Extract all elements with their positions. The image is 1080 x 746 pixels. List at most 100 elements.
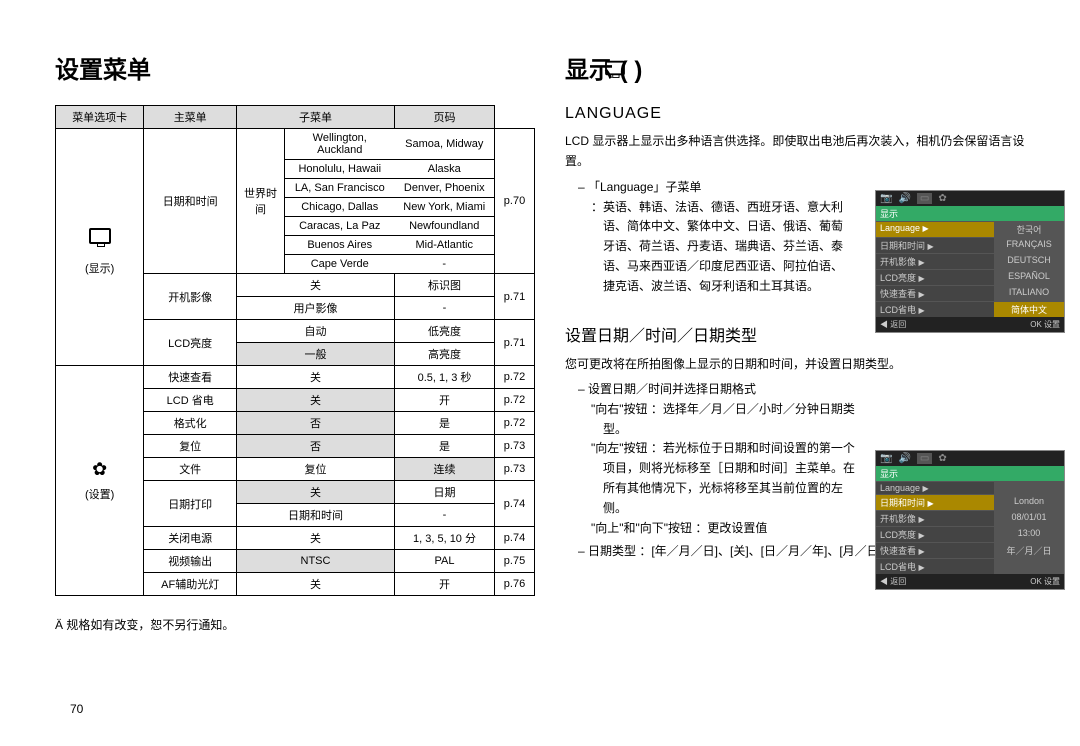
cell: 关: [237, 389, 395, 412]
cell-page: p.71: [495, 320, 535, 366]
language-para: LCD 显示器上显示出多种语言供选择。即使取出电池后再次装入，相机仍会保留语言设…: [565, 131, 1035, 172]
footnote: Ä 规格如有改变，恕不另行通知。: [55, 616, 535, 633]
cell: LA, San Francisco: [285, 179, 395, 198]
gear-icon: ✿: [60, 459, 139, 480]
table-row: (显示) 日期和时间 世界时间 Wellington, Auckland Sam…: [56, 129, 535, 160]
chevron-right-icon: ▶: [919, 306, 925, 315]
language-list: ：英语、韩语、法语、德语、西班牙语、意大利语、简体中文、繁体中文、日语、俄语、葡…: [565, 198, 845, 297]
cell-page: p.72: [495, 389, 535, 412]
chevron-right-icon: ▶: [923, 224, 929, 233]
date-bullet3: "向左"按钮 ：若光标位于日期和时间设置的第一个项目，则将光标移至［日期和时间］…: [565, 439, 855, 518]
lcd-row-left: 日期和时间 ▶: [876, 238, 994, 253]
cell: 开机影像: [144, 274, 237, 320]
cell: 关: [237, 573, 395, 596]
cell: 日期打印: [144, 481, 237, 527]
lcd-back: ◀ 返回: [880, 319, 906, 330]
page-number: 70: [70, 702, 83, 716]
lcd-row: LCD省电 ▶: [876, 558, 1064, 574]
chevron-right-icon: ▶: [919, 258, 925, 267]
table-row: ✿ (设置) 快速查看 关 0.5, 1, 3 秒 p.72: [56, 366, 535, 389]
lcd-row-right: [994, 559, 1064, 574]
lcd-screenshot-language: 📷 🔊 ▭ ✿ 显示 Language ▶한국어日期和时间 ▶FRANÇAIS开…: [875, 190, 1065, 333]
lcd-row-right: ITALIANO: [994, 286, 1064, 301]
settings-label: (设置): [60, 486, 139, 502]
cell: 关: [237, 481, 395, 504]
chevron-right-icon: ▶: [928, 242, 934, 251]
lcd-back: ◀ 返回: [880, 576, 906, 587]
display-tab-icon: ▭: [917, 193, 932, 204]
chevron-right-icon: ▶: [919, 515, 925, 524]
lcd-row: 开机影像 ▶DEUTSCH: [876, 253, 1064, 269]
cell: Cape Verde: [285, 255, 395, 274]
lcd-row: Language ▶한국어: [876, 221, 1064, 237]
cell-display-icon: (显示): [56, 129, 144, 366]
cell: Denver, Phoenix: [395, 179, 495, 198]
cell: 复位: [144, 435, 237, 458]
lcd-row-left: 开机影像 ▶: [876, 254, 994, 269]
lcd-row-right: 08/01/01: [994, 511, 1064, 526]
lcd-title: 显示: [876, 466, 1064, 481]
chevron-right-icon: ▶: [919, 547, 925, 556]
cell: 关: [237, 366, 395, 389]
cell-page: p.73: [495, 458, 535, 481]
cell-settings-icon: ✿ (设置): [56, 366, 144, 596]
camera-icon: 📷: [880, 453, 892, 464]
lcd-row-right: DEUTSCH: [994, 254, 1064, 269]
left-heading: 设置菜单: [55, 50, 535, 85]
gear-icon: ✿: [938, 193, 946, 204]
lcd-title: 显示: [876, 206, 1064, 221]
cell: LCD亮度: [144, 320, 237, 366]
cell-worldtime: 世界时间: [237, 129, 285, 274]
cell: Wellington, Auckland: [285, 129, 395, 160]
cell: 否: [237, 435, 395, 458]
right-heading: 显示 ( ): [565, 50, 1035, 85]
lcd-row-left: LCD亮度 ▶: [876, 527, 994, 542]
cell: 是: [395, 412, 495, 435]
cell: Caracas, La Paz: [285, 217, 395, 236]
cell-page: p.72: [495, 366, 535, 389]
chevron-right-icon: ▶: [928, 499, 934, 508]
date-para: 您可更改将在所拍图像上显示的日期和时间，并设置日期类型。: [565, 354, 1035, 374]
cell-page: p.71: [495, 274, 535, 320]
lcd-tabs: 📷 🔊 ▭ ✿: [876, 191, 1064, 206]
lcd-row-right: 한국어: [994, 222, 1064, 237]
lcd-row-right: 简体中文: [994, 302, 1064, 317]
cell-page: p.73: [495, 435, 535, 458]
cell: 否: [237, 412, 395, 435]
lcd-row-left: 快速查看 ▶: [876, 543, 994, 558]
cell: 1, 3, 5, 10 分: [395, 527, 495, 550]
lcd-row: 快速查看 ▶年／月／日: [876, 542, 1064, 558]
lcd-row-left: Language ▶: [876, 222, 994, 237]
cell: 连续: [395, 458, 495, 481]
cell: NTSC: [237, 550, 395, 573]
lcd-row-left: LCD省电 ▶: [876, 559, 994, 574]
lcd-row: LCD省电 ▶简体中文: [876, 301, 1064, 317]
cell: Honolulu, Hawaii: [285, 160, 395, 179]
display-label: (显示): [60, 260, 139, 276]
camera-icon: 📷: [880, 193, 892, 204]
cell: -: [395, 297, 495, 320]
cell: 高亮度: [395, 343, 495, 366]
table-header-row: 菜单选项卡 主菜单 子菜单 子菜单2 页码: [56, 106, 535, 129]
language-title: LANGUAGE: [565, 105, 1035, 123]
cell: 开: [395, 573, 495, 596]
date-bullet1: – 设置日期／时间并选择日期格式: [565, 380, 855, 400]
gear-icon: ✿: [938, 453, 946, 464]
cell: 日期和时间: [237, 504, 395, 527]
lcd-row-left: 日期和时间 ▶: [876, 495, 994, 510]
cell: 一般: [237, 343, 395, 366]
lcd-row: LCD亮度 ▶13:00: [876, 526, 1064, 542]
cell: AF辅助光灯: [144, 573, 237, 596]
display-icon: [605, 61, 625, 75]
th-main: 主菜单: [144, 106, 237, 129]
cell: 文件: [144, 458, 237, 481]
cell: PAL: [395, 550, 495, 573]
cell: -: [395, 504, 495, 527]
lcd-row-right: FRANÇAIS: [994, 238, 1064, 253]
chevron-right-icon: ▶: [919, 531, 925, 540]
cell-datetime-main: 日期和时间: [144, 129, 237, 274]
cell-page: p.70: [495, 129, 535, 274]
cell: Buenos Aires: [285, 236, 395, 255]
lcd-row: 日期和时间 ▶FRANÇAIS: [876, 237, 1064, 253]
cell: New York, Miami: [395, 198, 495, 217]
